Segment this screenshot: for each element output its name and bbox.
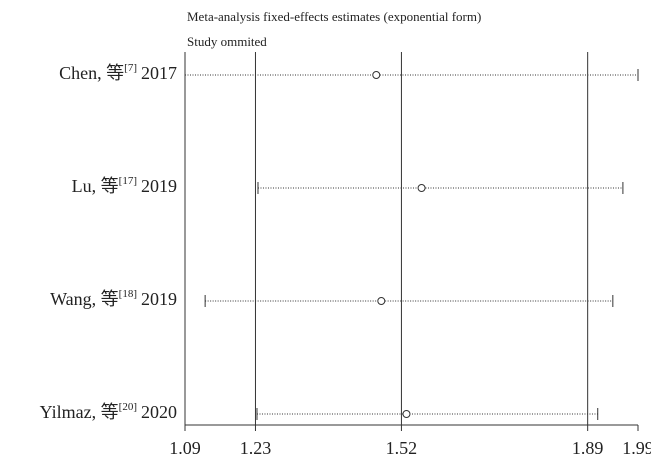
y-tick-label: Lu, 等[17] 2019: [72, 175, 177, 197]
estimate: [402, 410, 411, 418]
label-year: 2019: [141, 289, 177, 309]
estimate: [372, 71, 381, 79]
label-name: Wang, 等: [50, 289, 119, 309]
label-ref: [20]: [119, 401, 137, 413]
label-ref: [18]: [119, 288, 137, 300]
label-name: Lu, 等: [72, 176, 119, 196]
label-year: 2019: [141, 176, 177, 196]
estimate: [417, 184, 426, 192]
y-tick-label: Wang, 等[18] 2019: [50, 288, 177, 310]
x-tick-label: 1.09: [169, 438, 201, 458]
y-tick-label: Chen, 等[7] 2017: [59, 62, 177, 84]
label-year: 2020: [141, 402, 177, 422]
chart-subtitle: Study ommited: [187, 34, 267, 49]
label-name: Yilmaz, 等: [40, 402, 119, 422]
chart-title: Meta-analysis fixed-effects estimates (e…: [187, 9, 481, 24]
label-ref: [17]: [119, 175, 137, 187]
x-tick-label: 1.52: [386, 438, 418, 458]
label-ref: [7]: [124, 62, 137, 74]
x-tick-label: 1.89: [572, 438, 604, 458]
x-tick-label: 1.99: [622, 438, 651, 458]
x-tick-label: 1.23: [240, 438, 272, 458]
label-year: 2017: [141, 63, 177, 83]
y-tick-label: Yilmaz, 等[20] 2020: [40, 401, 177, 423]
label-name: Chen, 等: [59, 63, 124, 83]
estimate: [377, 297, 386, 305]
